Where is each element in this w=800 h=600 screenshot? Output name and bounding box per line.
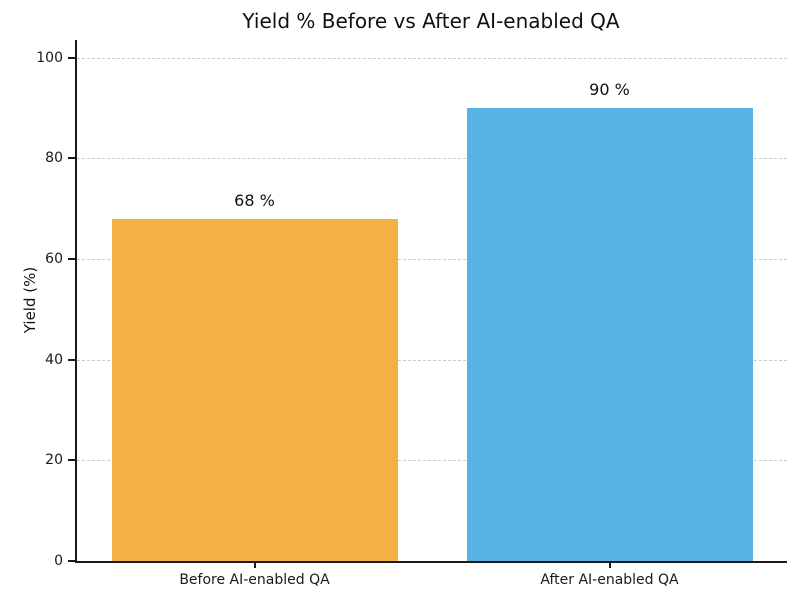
plot-area: 0 20 40 60 80 100 68 % Before AI-enabled QA 90 %… [36,40,787,588]
y-tick [68,257,75,260]
bar [466,107,753,561]
bar-value-label: 68 % [234,190,275,210]
gridline [77,258,787,260]
gridline [77,359,787,361]
gridline [77,158,787,160]
y-tick-label: 20 [45,452,63,469]
x-axis-category-label: Before AI-enabled QA [179,572,330,588]
y-tick-label: 40 [45,351,63,368]
y-tick-label: 100 [36,49,63,66]
y-tick-label: 60 [45,250,63,267]
y-tick [68,560,75,562]
x-axis-category-label: After AI-enabled QA [540,572,679,588]
y-tick [68,56,75,59]
chart-title: Yield % Before vs After AI-enabled QA [242,9,620,33]
y-tick-label: 80 [45,150,63,167]
bar [111,218,398,561]
bar-value-label: 90 % [589,79,630,99]
y-tick-label: 0 [54,553,63,569]
gridline [77,460,787,462]
x-tick [253,563,256,568]
gridline [77,57,787,59]
y-tick [68,358,75,361]
y-axis-label: Yield (%) [21,266,39,334]
y-tick [68,459,75,462]
x-tick [608,563,611,568]
y-tick [68,157,75,160]
